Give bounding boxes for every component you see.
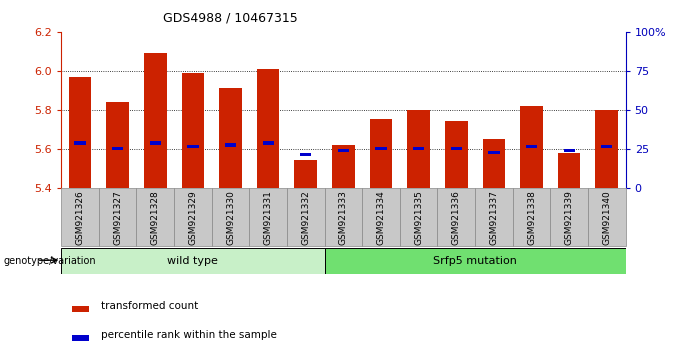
Bar: [73, 335, 90, 341]
Text: GSM921326: GSM921326: [75, 190, 84, 245]
Bar: [144, 53, 167, 188]
Bar: [558, 153, 581, 188]
Bar: [475, 188, 513, 246]
Bar: [187, 145, 199, 148]
Bar: [99, 188, 137, 246]
Bar: [400, 188, 437, 246]
Text: GSM921331: GSM921331: [264, 190, 273, 245]
Bar: [69, 77, 91, 188]
Text: GSM921328: GSM921328: [151, 190, 160, 245]
Bar: [564, 149, 575, 152]
Bar: [150, 141, 161, 144]
Bar: [338, 149, 349, 152]
Bar: [601, 145, 613, 148]
Bar: [287, 188, 324, 246]
Bar: [332, 145, 355, 188]
Text: genotype/variation: genotype/variation: [3, 256, 96, 266]
Bar: [219, 88, 242, 188]
Bar: [437, 188, 475, 246]
Text: GSM921327: GSM921327: [113, 190, 122, 245]
Bar: [413, 147, 424, 150]
Text: GSM921334: GSM921334: [377, 190, 386, 245]
Text: GSM921332: GSM921332: [301, 190, 310, 245]
Bar: [61, 188, 99, 246]
Bar: [596, 110, 618, 188]
Bar: [300, 153, 311, 156]
Bar: [137, 188, 174, 246]
Bar: [451, 147, 462, 150]
Text: GSM921340: GSM921340: [602, 190, 611, 245]
Bar: [588, 188, 626, 246]
Bar: [488, 151, 500, 154]
Bar: [407, 110, 430, 188]
Bar: [362, 188, 400, 246]
Bar: [550, 188, 588, 246]
Bar: [182, 73, 204, 188]
Bar: [526, 145, 537, 148]
Bar: [250, 188, 287, 246]
Bar: [483, 139, 505, 188]
Text: GSM921339: GSM921339: [564, 190, 574, 245]
Bar: [174, 188, 211, 246]
Bar: [513, 188, 550, 246]
Text: GSM921337: GSM921337: [490, 190, 498, 245]
Bar: [370, 120, 392, 188]
Bar: [445, 121, 468, 188]
Bar: [375, 147, 387, 150]
Bar: [73, 306, 90, 312]
Bar: [324, 188, 362, 246]
Bar: [324, 248, 626, 274]
Bar: [211, 188, 250, 246]
Text: wild type: wild type: [167, 256, 218, 266]
Bar: [112, 147, 123, 150]
Text: transformed count: transformed count: [101, 301, 198, 311]
Bar: [61, 248, 324, 274]
Text: GSM921335: GSM921335: [414, 190, 423, 245]
Text: percentile rank within the sample: percentile rank within the sample: [101, 330, 277, 340]
Bar: [257, 69, 279, 188]
Bar: [106, 102, 129, 188]
Text: Srfp5 mutation: Srfp5 mutation: [433, 256, 517, 266]
Bar: [294, 160, 317, 188]
Text: GSM921330: GSM921330: [226, 190, 235, 245]
Bar: [74, 141, 86, 144]
Bar: [225, 143, 236, 147]
Text: GDS4988 / 10467315: GDS4988 / 10467315: [163, 12, 298, 25]
Text: GSM921338: GSM921338: [527, 190, 536, 245]
Bar: [520, 106, 543, 188]
Text: GSM921329: GSM921329: [188, 190, 197, 245]
Bar: [262, 141, 274, 144]
Text: GSM921336: GSM921336: [452, 190, 461, 245]
Text: GSM921333: GSM921333: [339, 190, 348, 245]
